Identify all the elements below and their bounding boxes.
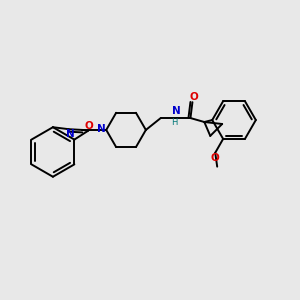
Text: H: H: [171, 118, 178, 127]
Text: N: N: [172, 106, 181, 116]
Text: O: O: [85, 121, 94, 131]
Text: O: O: [189, 92, 198, 102]
Text: O: O: [211, 153, 220, 163]
Text: N: N: [97, 124, 106, 134]
Text: N: N: [66, 129, 75, 139]
